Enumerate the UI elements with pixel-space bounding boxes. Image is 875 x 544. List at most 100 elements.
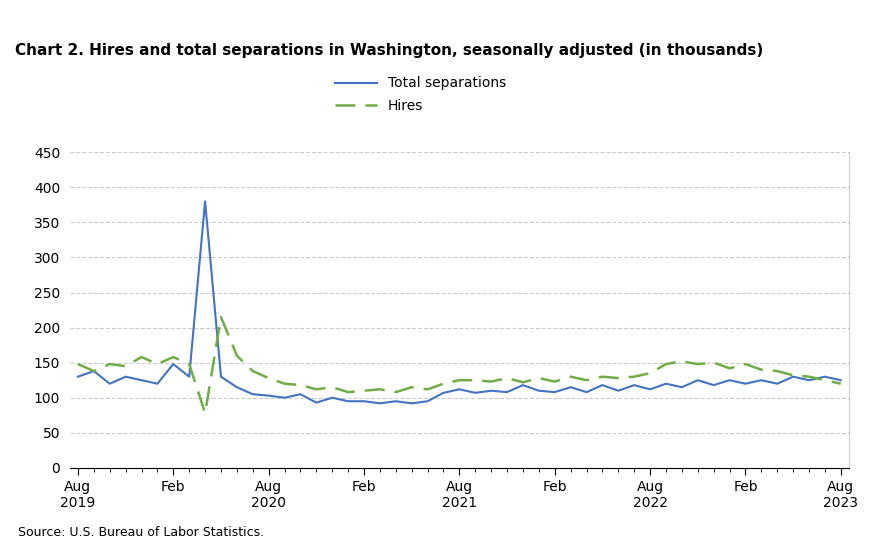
Total separations bbox=[597, 382, 607, 388]
Text: Source: U.S. Bureau of Labor Statistics.: Source: U.S. Bureau of Labor Statistics. bbox=[18, 526, 263, 539]
Hires bbox=[312, 386, 322, 393]
Hires bbox=[423, 386, 433, 393]
Total separations bbox=[327, 394, 338, 401]
Total separations bbox=[168, 361, 178, 367]
Hires bbox=[374, 386, 385, 393]
Line: Hires: Hires bbox=[78, 317, 841, 413]
Total separations bbox=[565, 384, 576, 391]
Hires bbox=[501, 375, 512, 381]
Total separations bbox=[820, 373, 830, 380]
Total separations bbox=[184, 373, 194, 380]
Total separations bbox=[534, 387, 544, 394]
Total separations bbox=[216, 373, 227, 380]
Total separations bbox=[343, 398, 354, 405]
Hires bbox=[216, 314, 227, 320]
Hires bbox=[597, 373, 607, 380]
Total separations bbox=[629, 382, 640, 388]
Total separations bbox=[121, 373, 131, 380]
Hires bbox=[645, 370, 655, 376]
Total separations bbox=[390, 398, 401, 405]
Hires bbox=[518, 379, 528, 386]
Hires bbox=[788, 372, 798, 379]
Hires bbox=[295, 382, 305, 388]
Hires bbox=[724, 365, 735, 372]
Total separations bbox=[279, 394, 290, 401]
Total separations bbox=[613, 387, 624, 394]
Hires bbox=[613, 375, 624, 381]
Hires bbox=[104, 361, 115, 367]
Total separations bbox=[88, 368, 99, 374]
Total separations bbox=[263, 392, 274, 399]
Hires bbox=[692, 361, 703, 367]
Total separations bbox=[550, 389, 560, 395]
Text: Chart 2. Hires and total separations in Washington, seasonally adjusted (in thou: Chart 2. Hires and total separations in … bbox=[16, 43, 764, 58]
Total separations bbox=[836, 377, 846, 384]
Hires bbox=[629, 373, 640, 380]
Legend: Total separations, Hires: Total separations, Hires bbox=[329, 71, 512, 119]
Hires bbox=[73, 361, 83, 367]
Total separations bbox=[470, 390, 480, 396]
Hires bbox=[740, 361, 751, 367]
Total separations bbox=[200, 198, 210, 205]
Hires bbox=[438, 380, 449, 387]
Hires bbox=[550, 378, 560, 385]
Total separations bbox=[692, 377, 703, 384]
Hires bbox=[836, 380, 846, 387]
Hires bbox=[470, 377, 480, 384]
Hires bbox=[454, 377, 465, 384]
Total separations bbox=[136, 377, 147, 384]
Hires bbox=[709, 360, 719, 366]
Hires bbox=[804, 373, 815, 380]
Total separations bbox=[709, 382, 719, 388]
Total separations bbox=[661, 380, 671, 387]
Total separations bbox=[374, 400, 385, 406]
Total separations bbox=[501, 389, 512, 395]
Total separations bbox=[423, 398, 433, 405]
Total separations bbox=[486, 387, 496, 394]
Total separations bbox=[581, 389, 592, 395]
Hires bbox=[248, 368, 258, 374]
Hires bbox=[534, 375, 544, 381]
Hires bbox=[581, 377, 592, 384]
Total separations bbox=[454, 386, 465, 393]
Hires bbox=[343, 389, 354, 395]
Hires bbox=[565, 373, 576, 380]
Total separations bbox=[788, 373, 798, 380]
Hires bbox=[327, 384, 338, 391]
Hires bbox=[152, 361, 163, 367]
Hires bbox=[184, 361, 194, 367]
Total separations bbox=[756, 377, 766, 384]
Hires bbox=[407, 384, 417, 391]
Hires bbox=[676, 358, 687, 364]
Hires bbox=[756, 367, 766, 373]
Hires bbox=[168, 354, 178, 360]
Hires bbox=[820, 377, 830, 384]
Total separations bbox=[438, 390, 449, 396]
Hires bbox=[279, 380, 290, 387]
Line: Total separations: Total separations bbox=[78, 201, 841, 403]
Total separations bbox=[676, 384, 687, 391]
Hires bbox=[661, 361, 671, 367]
Hires bbox=[772, 368, 782, 374]
Total separations bbox=[232, 384, 242, 391]
Hires bbox=[88, 368, 99, 374]
Total separations bbox=[295, 391, 305, 398]
Total separations bbox=[518, 382, 528, 388]
Hires bbox=[486, 378, 496, 385]
Total separations bbox=[248, 391, 258, 398]
Total separations bbox=[645, 386, 655, 393]
Total separations bbox=[312, 399, 322, 406]
Total separations bbox=[407, 400, 417, 406]
Hires bbox=[136, 354, 147, 360]
Total separations bbox=[104, 380, 115, 387]
Hires bbox=[200, 410, 210, 416]
Hires bbox=[121, 363, 131, 369]
Total separations bbox=[804, 377, 815, 384]
Total separations bbox=[359, 398, 369, 405]
Total separations bbox=[152, 380, 163, 387]
Total separations bbox=[73, 373, 83, 380]
Hires bbox=[359, 387, 369, 394]
Hires bbox=[232, 353, 242, 359]
Total separations bbox=[772, 380, 782, 387]
Hires bbox=[263, 375, 274, 381]
